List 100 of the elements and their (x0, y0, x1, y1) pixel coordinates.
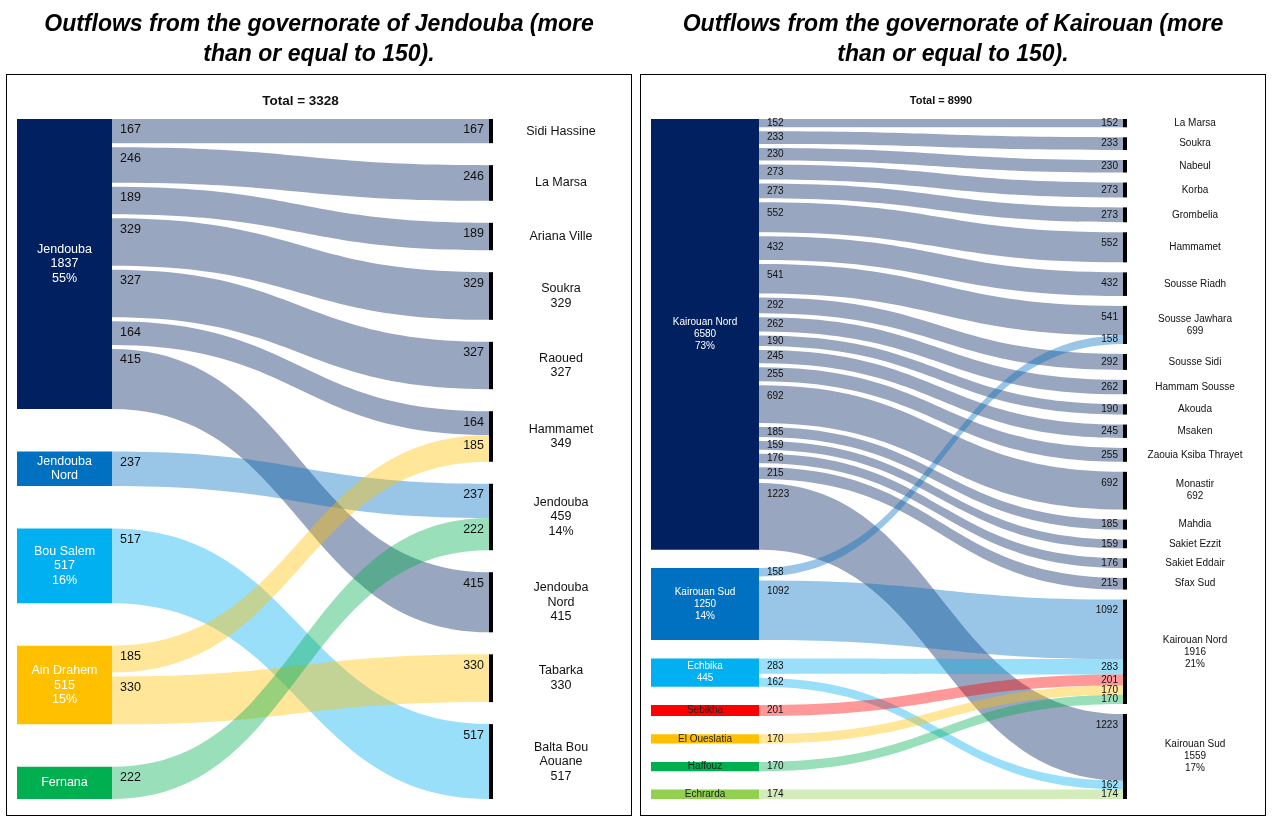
category-label: Sfax Sud (1174, 577, 1216, 589)
text: 158 (767, 566, 784, 578)
data-label: 1223 (1095, 718, 1119, 730)
text: 245 (767, 350, 784, 362)
category-label: Korba (1181, 183, 1209, 195)
text: 185 (767, 425, 784, 437)
category-label: Mahdia (1178, 518, 1212, 530)
data-label: 541 (1101, 310, 1119, 322)
data-label: 273 (1101, 183, 1119, 195)
category-label: Msaken (1177, 424, 1213, 436)
category-label: Hammamet (1169, 241, 1222, 253)
series-label: Bou Salem 517 16% (33, 543, 96, 587)
data-label: 233 (1101, 137, 1119, 149)
data-label: 245 (1101, 424, 1119, 436)
text: 273 (767, 184, 784, 196)
category-label: Balta Bou Aouane 517 (533, 739, 589, 783)
data-label: 262 (1101, 380, 1119, 392)
data-label: 246 (463, 168, 485, 183)
data-label: 432 (1101, 277, 1119, 289)
text: 329 (120, 221, 141, 236)
category-label: Zaouia Ksiba Thrayet (1147, 448, 1243, 460)
category-label: Akouda (1178, 403, 1213, 415)
text: 185 (120, 649, 141, 664)
category-label: Ariana Ville (529, 228, 593, 243)
text: 167 (120, 122, 141, 137)
data-label: 292 (1101, 355, 1119, 367)
data-label: 215 (1101, 577, 1119, 589)
text: 237 (120, 455, 141, 470)
category-label: Sidi Hassine (526, 123, 596, 138)
data-label: 170 (1101, 683, 1119, 695)
data-label: 330 (463, 657, 485, 672)
category-label: Grombelia (1171, 208, 1219, 220)
text: 327 (120, 273, 141, 288)
text: 170 (767, 732, 784, 744)
category-label: Sousse Jawhara 699 (1158, 312, 1233, 336)
data-label: 185 (1101, 518, 1119, 530)
data-label: 692 (1101, 476, 1119, 488)
category-label: La Marsa (534, 175, 588, 190)
text: 215 (767, 466, 784, 478)
data-label: 176 (1101, 556, 1119, 568)
data-label: 329 (463, 275, 485, 290)
category-label: Soukra (1179, 137, 1212, 149)
text: 222 (120, 770, 141, 785)
data-label: 152 (1101, 116, 1119, 128)
category-label: Kairouan Sud 1559 17% (1164, 738, 1226, 774)
category-label: Sakiet Ezzit (1168, 537, 1222, 549)
text: Outflows from the governorate of Kairouan (more than or equal to 150). (681, 9, 1225, 68)
text: Echbika 445 (687, 660, 724, 684)
series-label: Ain Drahem 515 15% (31, 663, 98, 707)
text: 190 (767, 334, 784, 346)
category-label: Hammamet 349 (528, 421, 594, 451)
category-label: Kairouan Nord 1916 21% (1162, 633, 1228, 669)
category-label: Nabeul (1179, 160, 1211, 171)
data-label: 185 (463, 438, 485, 453)
text: 262 (767, 318, 784, 330)
data-label: 167 (463, 122, 485, 137)
data-label: 162 (1101, 778, 1119, 790)
data-label: 201 (1101, 673, 1119, 685)
text: 159 (767, 439, 784, 451)
category-label: Raoued 327 (539, 350, 583, 380)
data-label: 237 (463, 487, 485, 502)
data-label: 1092 (1095, 604, 1119, 616)
data-label: 273 (1101, 208, 1119, 220)
text: 233 (767, 131, 784, 143)
text: 292 (767, 299, 784, 311)
text: Total = 3328 (262, 92, 340, 108)
text: 273 (767, 165, 784, 177)
text: Kairouan Sud 1250 14% (674, 585, 736, 621)
data-label: 283 (1101, 660, 1119, 672)
data-label: 170 (1101, 693, 1119, 705)
data-label: 552 (1101, 237, 1119, 249)
data-label: 159 (1101, 537, 1119, 549)
text: 1092 (767, 585, 790, 597)
text: Haffouz (687, 760, 723, 772)
category-label: Hammam Sousse (1155, 380, 1236, 392)
data-label: 158 (1101, 333, 1119, 345)
category-label: Monastir 692 (1175, 478, 1215, 502)
category-label: Sakiet Eddair (1165, 556, 1226, 568)
text: 246 (120, 150, 141, 165)
text: Sebikha (686, 704, 724, 716)
text: 164 (120, 324, 141, 339)
text: 230 (767, 148, 784, 159)
text: 432 (767, 241, 784, 253)
data-label: 327 (463, 345, 485, 360)
text: Outflows from the governorate of Jendouba (more than or equal to 150). (43, 9, 595, 68)
text: 283 (767, 659, 784, 671)
text: 552 (767, 207, 784, 219)
text: 255 (767, 368, 784, 380)
data-label: 189 (463, 226, 485, 241)
text: 176 (767, 452, 784, 464)
category-label: Sousse Sidi (1168, 355, 1222, 367)
text: 174 (767, 788, 784, 800)
text: Kairouan Nord 6580 73% (672, 316, 738, 352)
series-label: Jendouba Nord (37, 453, 92, 483)
text: 1223 (767, 487, 790, 499)
data-label: 222 (463, 521, 485, 536)
text: 330 (120, 680, 141, 695)
text: 541 (767, 268, 784, 280)
series-label: Jendouba 1837 55% (37, 241, 92, 285)
data-label: 255 (1101, 448, 1119, 460)
